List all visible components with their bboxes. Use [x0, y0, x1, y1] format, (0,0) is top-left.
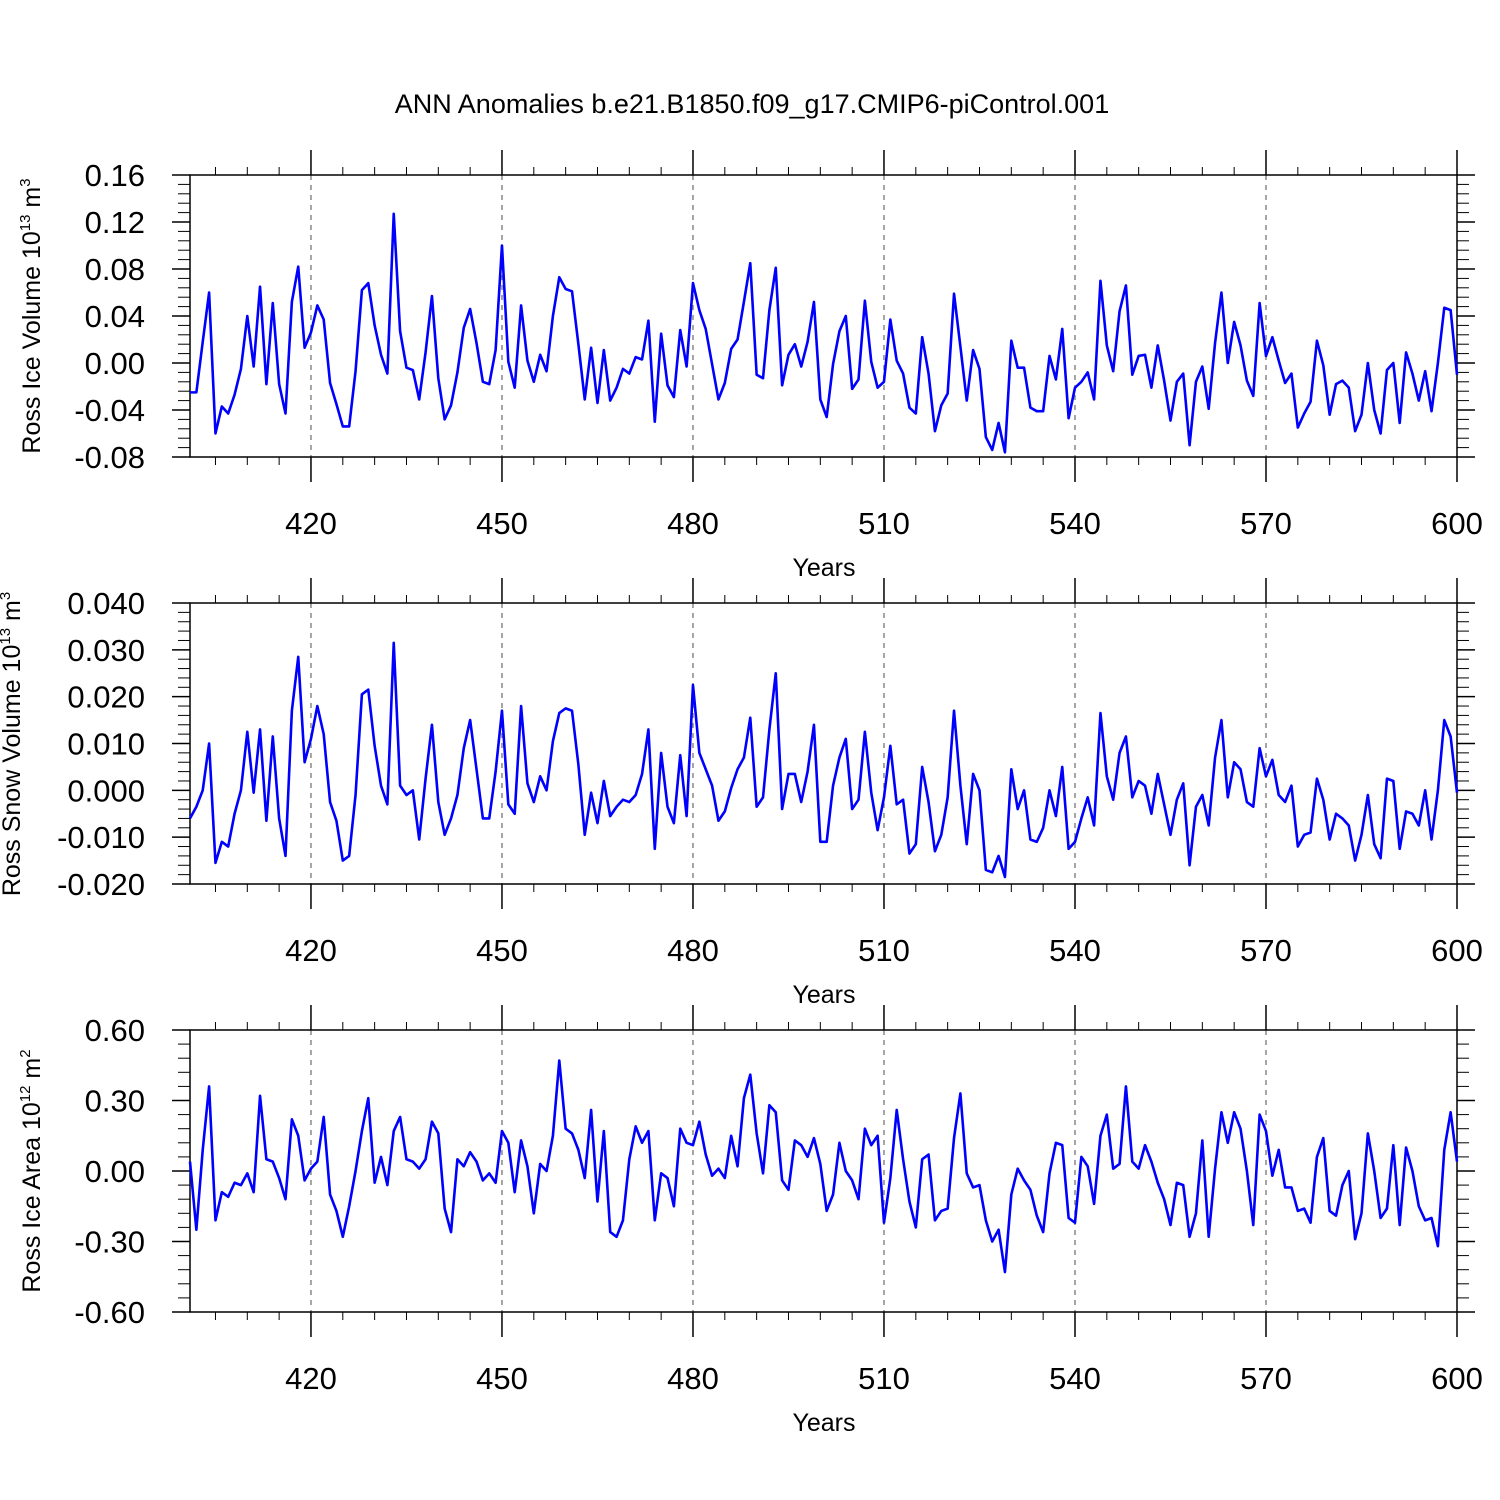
x-tick-label: 570: [1240, 506, 1292, 541]
plot-frame: [189, 1029, 1458, 1313]
y-tick-label: 0.00: [85, 1154, 145, 1189]
y-axis-label-part: m: [0, 600, 26, 628]
y-axis-label-part: 3: [17, 178, 34, 186]
y-tick-label: -0.04: [74, 393, 145, 428]
y-tick-label: -0.010: [57, 820, 145, 855]
x-tick-label: 420: [285, 1361, 337, 1396]
y-tick-label: 0.60: [85, 1013, 145, 1048]
panel-snow-volume: -0.020 -0.010 0.000 0.010 0.020 0.030 0.040 420…: [0, 578, 1483, 1009]
x-tick-label: 450: [476, 933, 528, 968]
y-axis-label-part: m: [18, 187, 46, 215]
series-line: [188, 1059, 1459, 1274]
x-tick-label: 450: [476, 506, 528, 541]
y-axis-label-part: 12: [17, 1086, 34, 1103]
panel-ice-area: -0.60 -0.30 0.00 0.30 0.60 420 450 480 510 540 570…: [17, 1005, 1483, 1437]
x-tick-label: 510: [858, 506, 910, 541]
y-axis-label-part: 13: [17, 215, 34, 232]
y-tick-label: -0.020: [57, 867, 145, 902]
x-tick-label: 600: [1431, 506, 1483, 541]
y-axis-label-part: Ross Ice Volume 10: [18, 231, 46, 453]
x-tick-label: 450: [476, 1361, 528, 1396]
y-tick-label: 0.020: [67, 680, 145, 715]
series-line: [188, 641, 1459, 879]
x-tick-label: 600: [1431, 1361, 1483, 1396]
y-tick-label: -0.60: [74, 1295, 145, 1330]
y-tick-label: -0.08: [74, 440, 145, 475]
y-axis-label: Ross Snow Volume 1013 m3: [0, 592, 26, 896]
y-tick-label: -0.30: [74, 1225, 145, 1260]
y-tick-label: 0.08: [85, 252, 145, 287]
panel-ice-volume: -0.08 -0.04 0.00 0.04 0.08 0.12 0.16 420 450 480 5…: [17, 150, 1483, 582]
y-axis-label-part: m: [18, 1058, 46, 1086]
y-tick-label: 0.030: [67, 633, 145, 668]
figure-title: ANN Anomalies b.e21.B1850.f09_g17.CMIP6-…: [395, 89, 1109, 119]
y-axis-label-part: 3: [0, 592, 14, 600]
plot-frame: [189, 602, 1458, 885]
y-tick-label: 0.010: [67, 727, 145, 762]
y-axis-label-part: 2: [17, 1049, 34, 1057]
x-tick-label: 420: [285, 506, 337, 541]
x-axis-label: Years: [792, 981, 855, 1009]
x-tick-label: 480: [667, 1361, 719, 1396]
x-axis-label: Years: [792, 554, 855, 582]
x-tick-label: 480: [667, 506, 719, 541]
x-axis-label: Years: [792, 1409, 855, 1437]
x-tick-label: 540: [1049, 506, 1101, 541]
y-axis-label-part: Ross Ice Area 10: [18, 1102, 46, 1292]
x-tick-label: 420: [285, 933, 337, 968]
y-tick-label: 0.04: [85, 299, 145, 334]
y-tick-label: 0.30: [85, 1084, 145, 1119]
x-tick-label: 600: [1431, 933, 1483, 968]
x-tick-label: 510: [858, 1361, 910, 1396]
y-axis-label: Ross Ice Area 1012 m2: [17, 1049, 46, 1292]
y-tick-label: 0.040: [67, 586, 145, 621]
y-tick-label: 0.000: [67, 773, 145, 808]
x-tick-label: 570: [1240, 1361, 1292, 1396]
plot-frame: [189, 174, 1458, 458]
y-axis-label-part: Ross Snow Volume 10: [0, 645, 26, 897]
y-tick-label: 0.16: [85, 158, 145, 193]
y-axis-label-part: 13: [0, 628, 14, 645]
x-tick-label: 510: [858, 933, 910, 968]
y-axis-label: Ross Ice Volume 1013 m3: [17, 178, 46, 453]
x-tick-label: 540: [1049, 933, 1101, 968]
x-tick-label: 540: [1049, 1361, 1101, 1396]
x-tick-label: 480: [667, 933, 719, 968]
series-line: [190, 212, 1459, 454]
x-tick-label: 570: [1240, 933, 1292, 968]
y-tick-label: 0.12: [85, 205, 145, 240]
y-tick-label: 0.00: [85, 346, 145, 381]
